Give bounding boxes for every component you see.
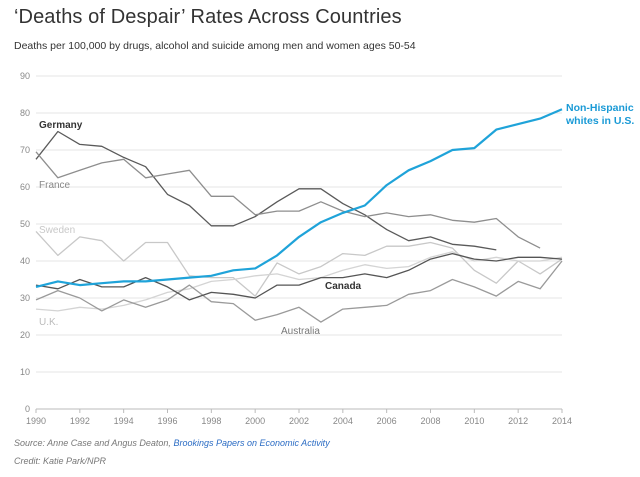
y-tick-label: 20 [20, 330, 30, 340]
y-tick-label: 80 [20, 108, 30, 118]
series-label-germany: Germany [39, 120, 83, 131]
y-tick-label: 70 [20, 145, 30, 155]
series-label-non-hispanic-whites-in-u-s: Non-Hispanic whites in U.S. [565, 102, 634, 127]
credit-note: Credit: Katie Park/NPR [14, 456, 107, 466]
series-label-line: Non-Hispanic [566, 102, 634, 114]
x-tick-label: 1998 [201, 416, 221, 426]
x-tick-label: 1996 [157, 416, 177, 426]
x-tick-label: 2012 [508, 416, 528, 426]
y-tick-label: 60 [20, 182, 30, 192]
source-prefix: Source: Anne Case and Angus Deaton, [14, 438, 174, 448]
series-label-sweden: Sweden [39, 225, 75, 236]
series-line-non-hispanic-whites-in-u-s [35, 108, 563, 288]
series-line-sweden [35, 230, 563, 297]
y-tick-label: 50 [20, 219, 30, 229]
x-tick-label: 2010 [464, 416, 484, 426]
x-tick-label: 2004 [333, 416, 353, 426]
source-link[interactable]: Brookings Papers on Economic Activity [173, 438, 330, 448]
y-tick-label: 0 [25, 404, 30, 414]
x-tick-label: 1992 [70, 416, 90, 426]
series-line-australia [35, 260, 563, 323]
y-tick-label: 40 [20, 256, 30, 266]
series-line-france [35, 151, 541, 249]
x-tick-label: 2006 [377, 416, 397, 426]
chart-title: ‘Deaths of Despair’ Rates Across Countri… [14, 6, 402, 28]
series-line-canada [35, 252, 563, 301]
x-tick-label: 1994 [114, 416, 134, 426]
series-line-germany [35, 130, 497, 251]
series-label-france: France [39, 180, 71, 191]
source-note: Source: Anne Case and Angus Deaton, Broo… [14, 438, 330, 448]
x-tick-label: 1990 [26, 416, 46, 426]
x-tick-label: 2008 [420, 416, 440, 426]
y-tick-label: 30 [20, 293, 30, 303]
series-label-line: whites in U.S. [565, 115, 634, 127]
series-label-australia: Australia [281, 326, 320, 337]
x-tick-label: 2002 [289, 416, 309, 426]
x-tick-label: 2000 [245, 416, 265, 426]
chart-subtitle: Deaths per 100,000 by drugs, alcohol and… [14, 40, 416, 52]
x-tick-label: 2014 [552, 416, 572, 426]
series-label-canada: Canada [325, 281, 362, 292]
series-label-u-k: U.K. [39, 317, 58, 328]
y-tick-label: 10 [20, 367, 30, 377]
y-tick-label: 90 [20, 71, 30, 81]
series-line-u-k [35, 251, 563, 312]
